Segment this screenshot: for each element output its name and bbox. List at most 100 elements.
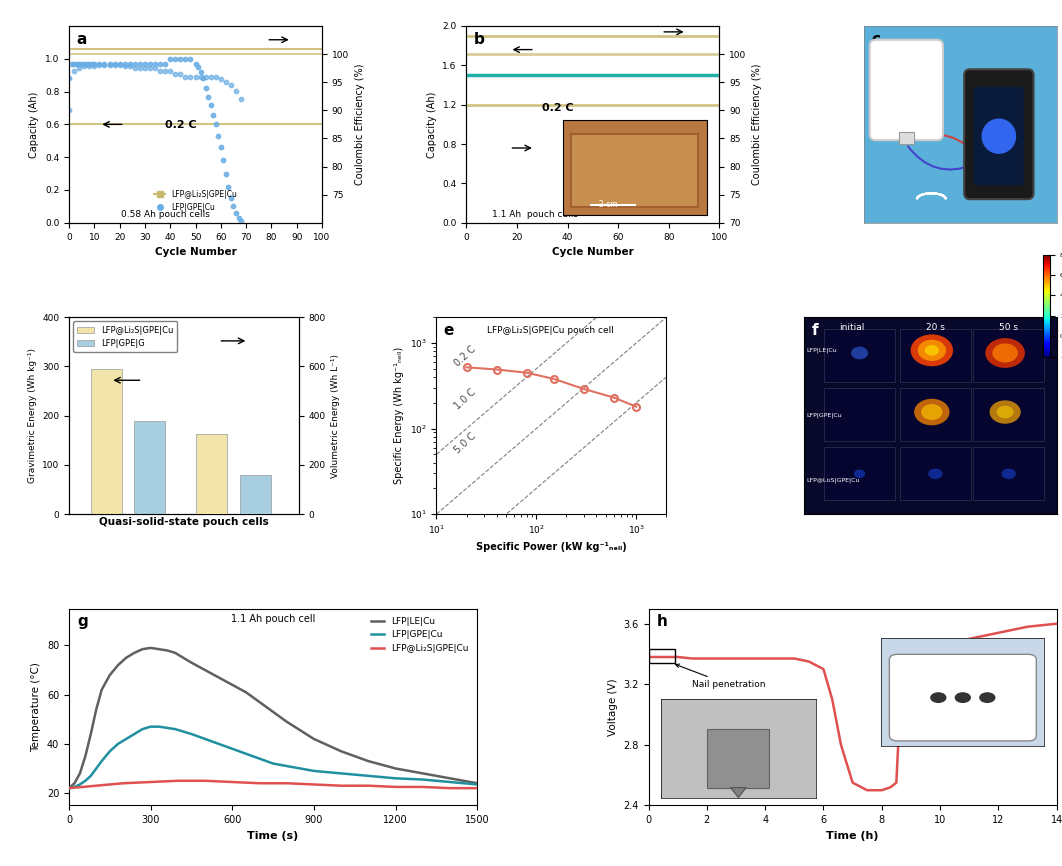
Point xyxy=(227,206,244,220)
Text: 1.1 Ah pouch cell: 1.1 Ah pouch cell xyxy=(230,614,315,624)
Point xyxy=(112,57,129,71)
Point xyxy=(222,78,239,92)
Bar xyxy=(973,447,1044,501)
Point xyxy=(187,57,204,71)
FancyBboxPatch shape xyxy=(974,87,1024,185)
Point xyxy=(202,69,219,83)
Point xyxy=(167,67,184,81)
Point xyxy=(68,57,85,71)
Text: 0.58 Ah pouch cells: 0.58 Ah pouch cells xyxy=(121,210,209,219)
Point xyxy=(225,199,242,213)
Point xyxy=(106,58,123,72)
FancyBboxPatch shape xyxy=(870,40,943,140)
Point xyxy=(207,118,224,132)
Point xyxy=(172,67,189,81)
Y-axis label: Specific Energy (Wh kg⁻¹ₙₑₗₗ): Specific Energy (Wh kg⁻¹ₙₑₗₗ) xyxy=(394,347,405,484)
Y-axis label: Voltage (V): Voltage (V) xyxy=(607,678,618,736)
Point xyxy=(177,69,194,83)
Point xyxy=(152,57,169,71)
Point xyxy=(192,69,209,83)
Point xyxy=(91,57,108,71)
Point xyxy=(121,57,138,71)
Point xyxy=(116,57,133,71)
Point xyxy=(86,60,103,74)
Point xyxy=(202,98,219,112)
Point xyxy=(75,60,92,74)
Point xyxy=(182,69,199,83)
Point xyxy=(212,140,229,154)
Point xyxy=(222,191,239,205)
Point xyxy=(83,57,100,71)
Point xyxy=(132,57,149,71)
Bar xyxy=(900,329,971,382)
Text: 1.1 Ah  pouch cells: 1.1 Ah pouch cells xyxy=(492,210,578,219)
Y-axis label: Gravimetric Energy (Wh kg⁻¹): Gravimetric Energy (Wh kg⁻¹) xyxy=(28,348,36,483)
Point xyxy=(220,180,237,194)
Point xyxy=(167,52,184,66)
Bar xyxy=(134,421,166,514)
Point xyxy=(71,57,88,71)
Point xyxy=(182,52,199,66)
Point xyxy=(157,64,174,78)
X-axis label: Cycle Number: Cycle Number xyxy=(552,247,634,257)
Point xyxy=(81,57,98,71)
Text: 50 s: 50 s xyxy=(999,323,1018,333)
Point xyxy=(91,58,108,72)
Point xyxy=(126,61,143,75)
Bar xyxy=(240,475,271,514)
Text: LFP|LE|Cu: LFP|LE|Cu xyxy=(806,348,837,353)
Point xyxy=(212,73,229,87)
Point xyxy=(96,57,113,71)
Bar xyxy=(973,388,1044,442)
Ellipse shape xyxy=(992,344,1017,363)
Text: 20 s: 20 s xyxy=(926,323,945,333)
Bar xyxy=(824,329,895,382)
Point xyxy=(136,57,153,71)
Point xyxy=(116,60,133,74)
Legend: LFP@Li₂S|GPE|Cu, LFP|GPE|Cu: LFP@Li₂S|GPE|Cu, LFP|GPE|Cu xyxy=(151,187,240,215)
Point xyxy=(136,61,153,75)
Point xyxy=(132,61,149,75)
Point xyxy=(141,61,158,75)
Bar xyxy=(824,388,895,442)
Point xyxy=(230,211,247,225)
Point xyxy=(61,72,78,86)
Text: 0.2 C: 0.2 C xyxy=(543,102,573,113)
Text: d: d xyxy=(75,323,87,339)
Text: initial: initial xyxy=(839,323,864,333)
Bar xyxy=(898,132,914,144)
Bar xyxy=(824,447,895,501)
Point xyxy=(75,57,92,71)
Ellipse shape xyxy=(1001,469,1015,479)
Point xyxy=(218,75,235,89)
Point xyxy=(210,129,227,143)
Point xyxy=(205,107,222,121)
Bar xyxy=(90,369,122,514)
Ellipse shape xyxy=(996,405,1013,418)
Bar xyxy=(900,447,971,501)
Point xyxy=(106,57,123,71)
Text: f: f xyxy=(811,323,818,339)
Bar xyxy=(973,329,1044,382)
Bar xyxy=(196,434,227,514)
Point xyxy=(96,58,113,72)
Bar xyxy=(649,650,674,663)
Point xyxy=(81,60,98,74)
Point xyxy=(157,57,174,71)
Point xyxy=(177,52,194,66)
Legend: LFP|LE|Cu, LFP|GPE|Cu, LFP@Li₂S|GPE|Cu: LFP|LE|Cu, LFP|GPE|Cu, LFP@Li₂S|GPE|Cu xyxy=(367,613,473,656)
Point xyxy=(147,57,164,71)
Text: 0.2 C: 0.2 C xyxy=(452,344,478,368)
Point xyxy=(227,84,244,98)
Point xyxy=(112,58,129,72)
Y-axis label: Capacity (Ah): Capacity (Ah) xyxy=(427,91,436,158)
Point xyxy=(200,89,217,103)
Circle shape xyxy=(981,119,1016,154)
X-axis label: Quasi-solid-state pouch cells: Quasi-solid-state pouch cells xyxy=(99,517,269,527)
Text: LFP@Li₂S|GPE|Cu: LFP@Li₂S|GPE|Cu xyxy=(806,478,860,483)
Text: b: b xyxy=(474,32,485,47)
Point xyxy=(66,64,83,78)
Legend: LFP@Li₂S|GPE|Cu, LFP|GPE|G: LFP@Li₂S|GPE|Cu, LFP|GPE|G xyxy=(73,321,177,352)
Point xyxy=(187,69,204,83)
Point xyxy=(192,65,209,79)
